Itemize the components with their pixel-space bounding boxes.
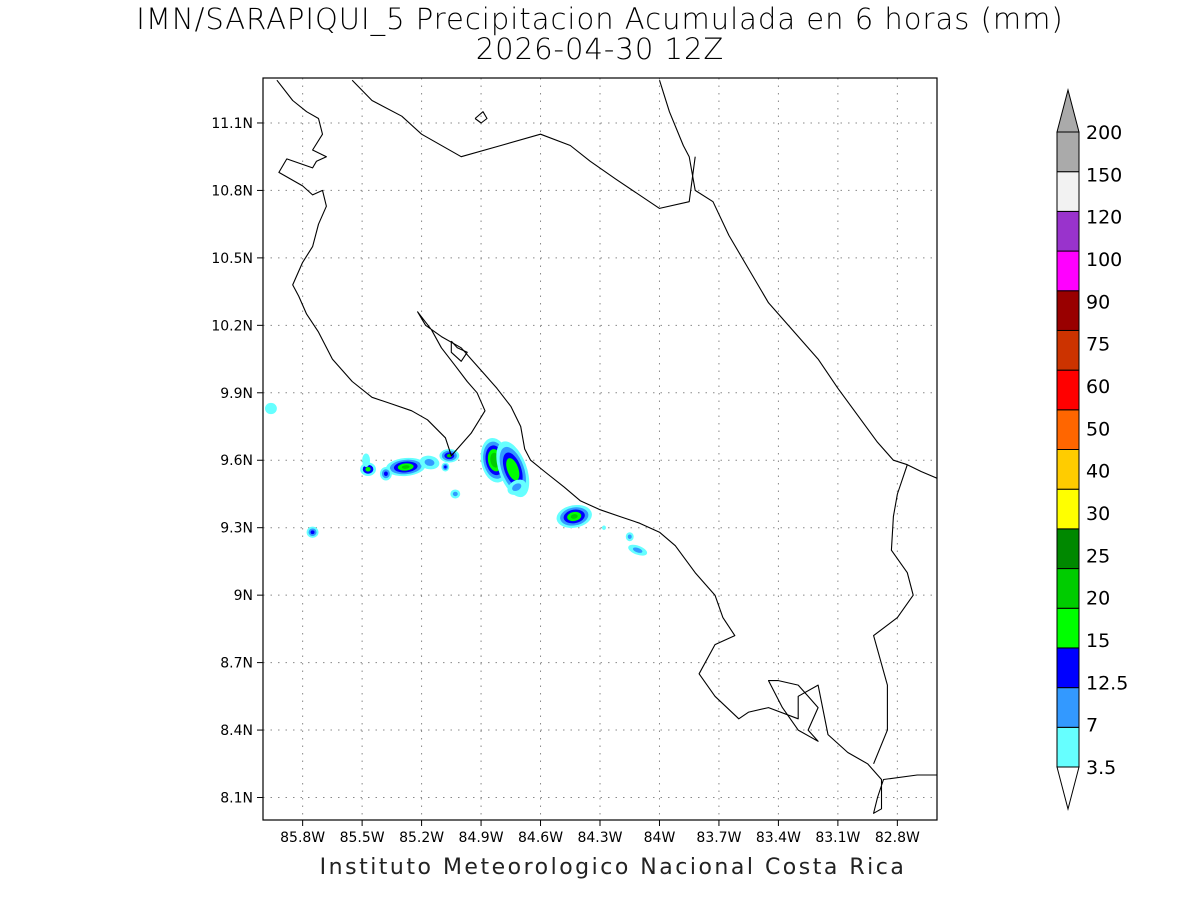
precip-contour	[383, 471, 388, 476]
precip-contour	[509, 463, 517, 475]
legend-color-box	[1056, 171, 1080, 212]
precipitation-shading	[264, 402, 648, 556]
lon-tick-label: 83.7W	[696, 830, 741, 846]
lat-tick-label: 8.4N	[220, 723, 253, 739]
coastline	[351, 79, 696, 209]
coastline	[450, 340, 468, 362]
map-date: 2026-04-30 12Z	[475, 32, 725, 66]
lon-tick-label: 83.1W	[815, 830, 860, 846]
legend-color-box	[1056, 607, 1080, 649]
legend-label: 7	[1086, 715, 1098, 737]
lat-tick-label: 8.7N	[220, 656, 253, 672]
coastline	[873, 464, 914, 765]
lon-tick-label: 85.5W	[340, 830, 385, 846]
institution-credit: Instituto Meteorologico Nacional Costa R…	[319, 855, 907, 880]
legend-color-box	[1056, 290, 1080, 331]
lat-tick-label: 10.5N	[211, 251, 253, 267]
legend-color-box	[1056, 726, 1080, 768]
latitude-axis: 11.1N 10.8N 10.5N 10.2N 9.9N 9.6N 9.3N 9N 8.7N 8.…	[211, 116, 263, 807]
precip-contour	[365, 466, 371, 472]
legend-label: 90	[1086, 291, 1110, 313]
lat-tick-label: 9N	[234, 588, 253, 604]
precip-contour	[632, 547, 643, 553]
precip-contour	[362, 453, 371, 467]
precip-contour	[492, 456, 498, 464]
legend-label: 120	[1086, 207, 1122, 229]
legend-color-box	[1056, 488, 1080, 530]
legend-label: 40	[1086, 461, 1110, 483]
precip-contour	[310, 530, 315, 535]
longitude-axis: 85.8W 85.5W 85.2W 84.9W 84.6W 84.3W 84W 83.7W 83…	[280, 820, 920, 846]
legend-label: 75	[1086, 334, 1110, 356]
lat-tick-label: 9.6N	[220, 453, 253, 469]
legend-color-box	[1056, 409, 1080, 450]
coastlines	[276, 79, 937, 814]
grid-lines	[263, 78, 937, 820]
legend-color-box	[1056, 449, 1080, 490]
lon-tick-label: 85.2W	[399, 830, 444, 846]
lon-tick-label: 84.6W	[518, 830, 563, 846]
legend-label: 60	[1086, 376, 1110, 398]
legend-color-box	[1056, 528, 1080, 570]
precip-contour	[444, 465, 447, 469]
precip-contour	[452, 491, 458, 497]
precip-contour	[264, 402, 277, 415]
lon-tick-label: 85.8W	[280, 830, 325, 846]
legend-color-box	[1056, 250, 1080, 292]
precip-contour	[570, 514, 578, 519]
legend-color-box	[1056, 329, 1080, 371]
coastline	[658, 80, 937, 479]
legend-color-box	[1056, 369, 1080, 411]
legend-color-box	[1056, 647, 1080, 689]
legend-label: 100	[1086, 249, 1122, 271]
lat-tick-label: 9.3N	[220, 521, 253, 537]
coastline	[767, 680, 819, 742]
legend-color-box	[1056, 687, 1080, 728]
precip-contour	[627, 534, 632, 539]
legend-label: 15	[1086, 630, 1110, 652]
precip-contour	[424, 459, 435, 466]
legend-underflow-triangle	[1056, 766, 1080, 811]
legend-label: 30	[1086, 503, 1110, 525]
lon-tick-label: 82.8W	[875, 830, 920, 846]
lat-tick-label: 10.2N	[211, 318, 253, 334]
lon-tick-label: 84.9W	[459, 830, 504, 846]
legend-label: 50	[1086, 418, 1110, 440]
legend-label: 150	[1086, 164, 1122, 186]
lat-tick-label: 9.9N	[220, 386, 253, 402]
legend-label: 20	[1086, 588, 1110, 610]
legend-label: 200	[1086, 122, 1122, 144]
precip-contour	[512, 483, 522, 492]
color-legend: 3.5 7 12.5 15 20 25 30 40 50 60 75 90 100 120 150 200	[1056, 88, 1128, 811]
legend-color-box	[1056, 131, 1080, 173]
lat-tick-label: 8.1N	[220, 791, 253, 807]
legend-label: 25	[1086, 545, 1110, 567]
map-title: IMN/SARAPIQUI_5 Precipitacion Acumulada …	[136, 2, 1064, 36]
lon-tick-label: 84W	[644, 830, 676, 846]
legend-color-box	[1056, 568, 1080, 609]
legend-color-box	[1056, 210, 1080, 252]
legend-label: 3.5	[1086, 757, 1116, 779]
legend-overflow-triangle	[1056, 88, 1080, 133]
precip-contour	[401, 465, 410, 469]
legend-label: 12.5	[1086, 672, 1128, 694]
lat-tick-label: 11.1N	[211, 116, 253, 132]
lon-tick-label: 83.4W	[756, 830, 801, 846]
precip-contour	[601, 525, 606, 530]
lon-tick-label: 84.3W	[577, 830, 622, 846]
coastline	[276, 79, 937, 814]
coastline	[474, 111, 488, 124]
lat-tick-label: 10.8N	[211, 183, 253, 199]
